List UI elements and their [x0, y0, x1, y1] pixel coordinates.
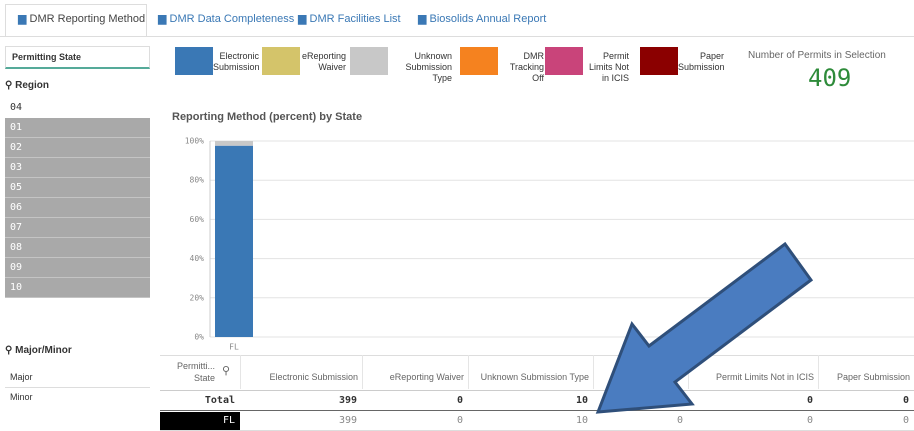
- state-cell-bg: [160, 412, 240, 430]
- kpi-label: Number of Permits in Selection: [748, 50, 886, 61]
- tab[interactable]: ▆ DMR Facilities List: [298, 13, 401, 25]
- bar-segment: [215, 141, 253, 146]
- column-divider: [468, 355, 469, 389]
- active-tab-box: [5, 4, 147, 37]
- column-header[interactable]: Unknown Submission Type: [480, 372, 589, 382]
- row-divider: [160, 410, 914, 411]
- y-tick-label: 80%: [190, 176, 205, 185]
- kpi-value: 409: [808, 64, 852, 92]
- legend-swatch: [350, 47, 388, 75]
- column-divider: [240, 355, 241, 389]
- x-tick-label: FL: [229, 343, 239, 352]
- region-title: ⚲ Region: [5, 80, 49, 91]
- region-option[interactable]: 05: [5, 178, 150, 198]
- y-tick-label: 0%: [194, 333, 204, 342]
- table-cell: Total: [204, 395, 235, 406]
- legend-swatch: [545, 47, 583, 75]
- tab-label: Biosolids Annual Report: [429, 13, 547, 25]
- bar-segment: [215, 145, 253, 337]
- region-option[interactable]: 03: [5, 158, 150, 178]
- chart-title: Reporting Method (percent) by State: [172, 111, 363, 123]
- column-header[interactable]: Permit Limits Not in ICIS: [715, 372, 814, 382]
- legend-label: Unknown Submission Type: [405, 51, 452, 83]
- state-filter[interactable]: Permitting State: [5, 46, 150, 69]
- tab[interactable]: ▆ Biosolids Annual Report: [418, 13, 547, 25]
- column-divider: [818, 355, 819, 389]
- table-cell: 10: [575, 415, 588, 426]
- column-header[interactable]: Electronic Submission: [269, 372, 358, 382]
- region-option[interactable]: 10: [5, 278, 150, 298]
- column-divider: [362, 355, 363, 389]
- y-tick-label: 40%: [190, 254, 205, 263]
- table-cell: 0: [806, 415, 813, 426]
- search-icon[interactable]: ⚲: [222, 365, 231, 377]
- major-option[interactable]: Major: [5, 368, 150, 388]
- table-header-bg: [160, 355, 914, 391]
- region-option[interactable]: 09: [5, 258, 150, 278]
- table-cell: 0: [456, 415, 463, 426]
- legend-swatch: [460, 47, 498, 75]
- table-cell: 0: [676, 415, 683, 426]
- table-cell: 399: [338, 415, 357, 426]
- region-title-text: Region: [15, 80, 49, 91]
- major-minor-title: ⚲ Major/Minor: [5, 345, 72, 356]
- legend-swatch: [640, 47, 678, 75]
- region-option[interactable]: 07: [5, 218, 150, 238]
- region-option[interactable]: 08: [5, 238, 150, 258]
- tab-divider: [0, 36, 914, 37]
- tab[interactable]: ▆ DMR Reporting Method: [18, 13, 146, 25]
- region-option[interactable]: 04: [10, 102, 23, 113]
- region-option[interactable]: 06: [5, 198, 150, 218]
- legend-label: Paper Submission: [678, 51, 725, 72]
- legend-swatch: [262, 47, 300, 75]
- table-cell: 0: [902, 415, 909, 426]
- region-option[interactable]: 02: [5, 138, 150, 158]
- tab[interactable]: ▆ DMR Data Completeness: [158, 13, 295, 25]
- column-divider: [593, 355, 594, 389]
- tab-label: DMR Facilities List: [309, 13, 401, 25]
- major-minor-title-text: Major/Minor: [15, 345, 72, 356]
- legend-label: eReporting Waiver: [301, 51, 346, 72]
- chart: 0% 20% 40% 60% 80% 100% FL: [185, 137, 914, 352]
- column-header[interactable]: Permitti... State: [176, 361, 215, 383]
- table-cell: 399: [338, 395, 357, 406]
- column-header[interactable]: Paper Submission: [836, 372, 910, 382]
- legend-swatch: [175, 47, 213, 75]
- minor-option[interactable]: Minor: [10, 392, 33, 402]
- y-tick-label: 20%: [190, 293, 205, 302]
- table-cell: 0: [806, 395, 813, 406]
- table-cell: 0: [456, 395, 463, 406]
- legend-label: Permit Limits Not in ICIS: [588, 51, 629, 83]
- column-header[interactable]: eReporting Waiver: [389, 372, 464, 382]
- tab-label: DMR Data Completeness: [169, 13, 295, 25]
- tab-label: DMR Reporting Method: [29, 13, 146, 25]
- table-cell: 0: [902, 395, 909, 406]
- legend-label: DMR Tracking Off: [509, 51, 544, 83]
- table-cell: 0: [676, 395, 683, 406]
- column-divider: [688, 355, 689, 389]
- table-cell: 10: [575, 395, 588, 406]
- table-cell: FL: [222, 415, 235, 426]
- legend-label: Electronic Submission: [213, 51, 260, 72]
- y-tick-label: 100%: [185, 137, 204, 146]
- region-option[interactable]: 01: [5, 118, 150, 138]
- y-tick-label: 60%: [190, 215, 205, 224]
